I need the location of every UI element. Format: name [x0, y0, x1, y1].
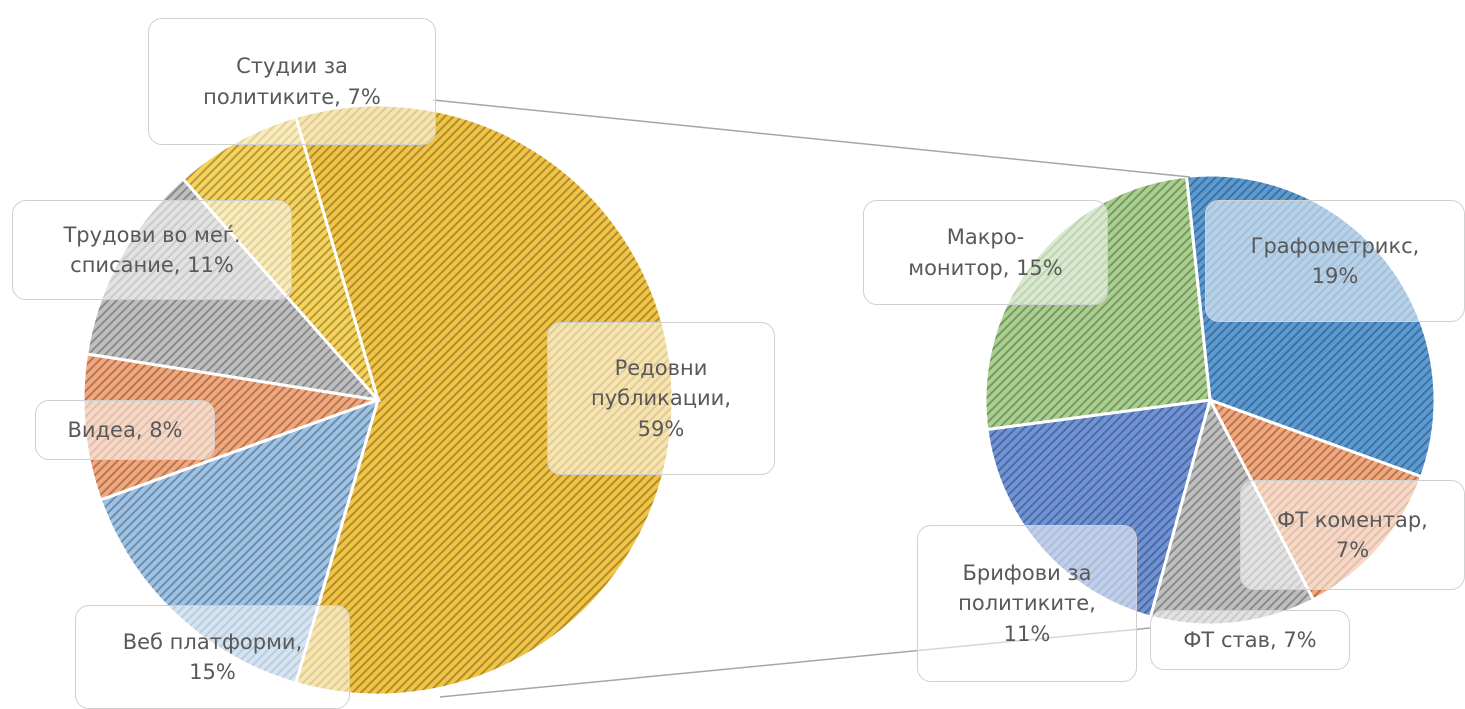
data-label: Студии за политиките, 7% — [148, 18, 436, 145]
data-label: Графометрикс, 19% — [1205, 200, 1465, 322]
data-label: Макро- монитор, 15% — [863, 200, 1108, 305]
data-label: Брифови за политиките, 11% — [917, 525, 1137, 682]
data-label: Редовни публикации, 59% — [547, 322, 775, 475]
data-label: ФТ коментар, 7% — [1240, 480, 1465, 590]
data-label: Трудови во меѓ. списание, 11% — [12, 200, 292, 300]
data-label: Видеа, 8% — [35, 400, 215, 460]
data-label: ФТ став, 7% — [1150, 610, 1350, 670]
data-label: Веб платформи, 15% — [75, 605, 350, 709]
connector-line — [432, 99, 1191, 178]
